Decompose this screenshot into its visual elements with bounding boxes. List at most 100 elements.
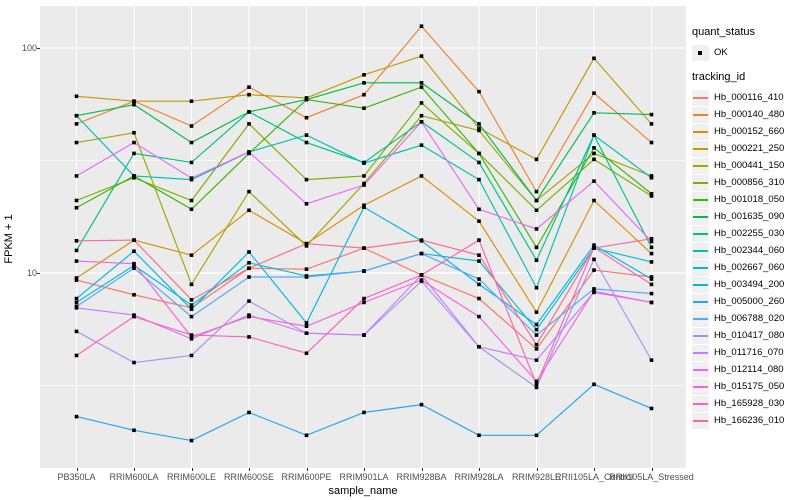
y-axis-title: FPKM + 1 (3, 214, 15, 264)
data-point (304, 115, 309, 120)
legend-key-line-icon (692, 327, 709, 344)
y-tick-mark (37, 273, 40, 274)
legend-key-line-icon (692, 89, 709, 106)
data-point (649, 260, 654, 264)
line-swatch-icon (693, 215, 708, 218)
line-swatch-icon (693, 402, 708, 405)
data-point (649, 194, 654, 198)
data-point (534, 189, 539, 194)
data-point (477, 151, 481, 156)
data-point (247, 410, 251, 415)
legend-key-line-icon (692, 259, 709, 276)
x-tick-mark (191, 468, 193, 471)
line-swatch-icon (693, 300, 708, 303)
data-point (649, 174, 654, 178)
legend-entry-label: Hb_002667_060 (714, 262, 785, 273)
data-point (74, 259, 79, 263)
data-point (132, 261, 136, 266)
legend-tracking-entries: Hb_000116_410 Hb_000140_480 Hb_000152_660 H… (692, 89, 798, 429)
data-point (592, 382, 596, 387)
data-point (477, 207, 481, 212)
data-point (649, 236, 654, 241)
data-point (362, 81, 366, 85)
data-point (132, 293, 136, 297)
data-point (649, 175, 654, 180)
data-point (189, 336, 194, 341)
legend-key-line-icon (692, 225, 709, 242)
legend-key-line-icon (692, 361, 709, 378)
data-point (649, 275, 654, 279)
data-point (247, 275, 251, 279)
data-point (477, 122, 481, 126)
legend-entry-Hb_012114_080: Hb_012114_080 (692, 361, 798, 378)
data-point (74, 306, 79, 310)
data-point (592, 198, 596, 203)
x-tick-mark (594, 468, 595, 471)
data-point (477, 219, 481, 223)
data-point (649, 282, 654, 287)
legend-entry-Hb_002667_060: Hb_002667_060 (692, 259, 798, 276)
legend-entry-Hb_165928_030: Hb_165928_030 (692, 395, 798, 412)
line-swatch-icon (693, 181, 708, 184)
data-point (362, 174, 366, 178)
data-point (189, 353, 194, 358)
legend-entry-label: Hb_001635_090 (714, 211, 785, 222)
data-point (304, 267, 309, 271)
data-point (132, 130, 136, 135)
data-point (534, 385, 539, 390)
data-point (132, 428, 136, 433)
data-point (419, 174, 424, 178)
data-point (477, 238, 481, 242)
data-point (592, 268, 596, 272)
data-point (74, 278, 79, 282)
x-tick-label: RRIM928LA (454, 472, 504, 482)
data-point (189, 303, 194, 307)
data-point (304, 177, 309, 182)
data-point (534, 310, 539, 314)
x-tick-label: RRIM600SE (223, 472, 275, 482)
legend-entry-label: Hb_000152_660 (714, 126, 785, 137)
data-point (592, 151, 596, 156)
data-point (247, 189, 251, 194)
data-point (419, 143, 424, 147)
line-swatch-icon (693, 368, 708, 371)
data-point (362, 410, 366, 415)
data-point (649, 277, 654, 281)
legend-key-line-icon (692, 344, 709, 361)
data-point (534, 347, 539, 351)
legend-entry-label: Hb_003494_200 (714, 279, 785, 290)
x-tick-mark (76, 468, 78, 471)
data-point (592, 146, 596, 150)
data-point (304, 324, 309, 329)
data-point (247, 122, 251, 126)
data-point (132, 151, 136, 156)
data-point (74, 414, 79, 419)
data-point (649, 122, 654, 126)
data-point (477, 344, 481, 349)
data-point (304, 244, 309, 248)
data-point (189, 124, 194, 128)
data-point (132, 102, 136, 107)
data-point (362, 203, 366, 208)
data-point (419, 101, 424, 105)
data-point (592, 157, 596, 162)
legend-key-line-icon (692, 378, 709, 395)
data-point (74, 300, 79, 305)
data-point (74, 353, 79, 358)
x-tick-label: RRIM901LA (339, 472, 389, 482)
legend-key-line-icon (692, 310, 709, 327)
line-swatch-icon (693, 351, 708, 354)
data-point (477, 433, 481, 438)
legend-title-tracking-id: tracking_id (692, 71, 746, 83)
legend-tracking-id: tracking_id Hb_000116_410 Hb_000140_480 Hb… (692, 71, 798, 429)
data-point (534, 157, 539, 162)
data-point (534, 358, 539, 362)
data-point (304, 202, 309, 206)
data-point (362, 246, 366, 250)
data-point (419, 238, 424, 242)
data-point (362, 269, 366, 273)
data-point (74, 276, 79, 280)
plot-panel (40, 6, 686, 468)
legend-entry-label: Hb_002344_060 (714, 245, 785, 256)
